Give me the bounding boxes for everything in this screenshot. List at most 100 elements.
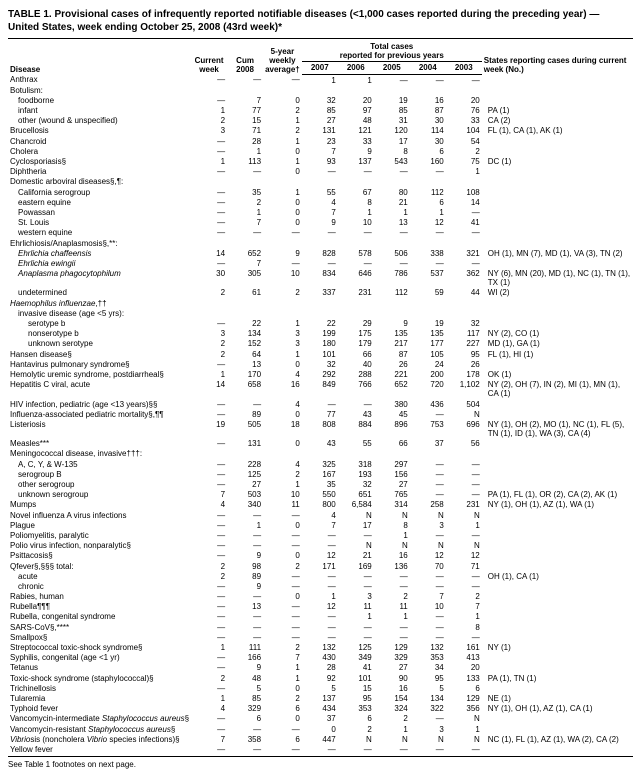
cell: — — [410, 612, 446, 622]
cell: 80 — [374, 187, 410, 197]
states-cell: PA (1), FL (1), OR (2), CA (2), AK (1) — [482, 490, 633, 500]
table-row: Ehrlichia chaffeensis1465298285785063383… — [8, 248, 633, 258]
cell: N — [446, 409, 482, 419]
cell: 358 — [227, 734, 263, 744]
disease-name: Cholera — [8, 146, 191, 156]
table-row: Brucellosis3712131121120114104FL (1), CA… — [8, 126, 633, 136]
cell: 786 — [374, 269, 410, 288]
states-cell — [482, 714, 633, 724]
table-row: Rubella, congenital syndrome————11—1 — [8, 612, 633, 622]
table-row: other serogroup—271353227—— — [8, 480, 633, 490]
cell — [227, 177, 263, 187]
cell: 2 — [263, 126, 302, 136]
cell: 14 — [446, 197, 482, 207]
table-row: Vancomycin-intermediate Staphylococcus a… — [8, 714, 633, 724]
table-row: Novel influenza A virus infections———4NN… — [8, 510, 633, 520]
table-row: Psittacosis§—901221161212 — [8, 551, 633, 561]
states-cell — [482, 632, 633, 642]
states-cell — [482, 228, 633, 238]
states-cell — [482, 187, 633, 197]
cell: — — [191, 146, 227, 156]
cell: 292 — [302, 369, 338, 379]
cell: 1 — [191, 643, 227, 653]
disease-name: other (wound & unspecified) — [8, 116, 191, 126]
cell: — — [374, 75, 410, 86]
disease-name: SARS-CoV§,**** — [8, 622, 191, 632]
cell: 4 — [263, 459, 302, 469]
cell: — — [191, 653, 227, 663]
cell: 27 — [374, 663, 410, 673]
cell: 167 — [302, 469, 338, 479]
cell: 11 — [338, 602, 374, 612]
disease-name: Mumps — [8, 500, 191, 510]
cell: 258 — [410, 500, 446, 510]
cell: — — [374, 258, 410, 268]
cell: 133 — [446, 673, 482, 683]
cell: 19 — [374, 95, 410, 105]
cell — [338, 308, 374, 318]
states-cell — [482, 449, 633, 459]
cell: — — [446, 258, 482, 268]
table-row: Hepatitis C viral, acute1465816849766652… — [8, 380, 633, 399]
cell: 1 — [227, 520, 263, 530]
disease-name: Trichinellosis — [8, 683, 191, 693]
col-2004: 2004 — [410, 62, 446, 75]
cell: 10 — [410, 602, 446, 612]
disease-name: Ehrlichia ewingii — [8, 258, 191, 268]
cell: 95 — [410, 673, 446, 683]
cell: — — [338, 530, 374, 540]
cell — [302, 308, 338, 318]
cell: 0 — [263, 197, 302, 207]
cell: 896 — [374, 419, 410, 438]
cell: — — [191, 744, 227, 756]
states-cell — [482, 592, 633, 602]
cell: 503 — [227, 490, 263, 500]
cell: 156 — [374, 469, 410, 479]
cell: 7 — [302, 207, 338, 217]
cell: 71 — [446, 561, 482, 571]
cell: — — [410, 622, 446, 632]
table-row: Tularemia185213795154134129NE (1) — [8, 693, 633, 703]
disease-name: other serogroup — [8, 480, 191, 490]
cell — [446, 449, 482, 459]
cell: — — [446, 480, 482, 490]
cell: 10 — [338, 218, 374, 228]
cell — [227, 238, 263, 248]
cell: 8 — [446, 622, 482, 632]
cell: — — [191, 612, 227, 622]
cell: 1,102 — [446, 380, 482, 399]
cell: 3 — [410, 520, 446, 530]
cell: 137 — [302, 693, 338, 703]
disease-name: Streptococcal toxic-shock syndrome§ — [8, 643, 191, 653]
cell: — — [338, 258, 374, 268]
states-cell — [482, 319, 633, 329]
cell: — — [302, 258, 338, 268]
table-row: Hemolytic uremic syndrome, postdiarrheal… — [8, 369, 633, 379]
cell: 828 — [302, 248, 338, 258]
cell: 1 — [227, 207, 263, 217]
cell: — — [191, 724, 227, 734]
cell: 221 — [374, 369, 410, 379]
cell: 9 — [263, 248, 302, 258]
table-row: Anthrax———11——— — [8, 75, 633, 86]
cell: 12 — [410, 551, 446, 561]
cell: 12 — [302, 551, 338, 561]
cell: 6,584 — [338, 500, 374, 510]
table-row: foodborne—703220191620 — [8, 95, 633, 105]
cell: 2 — [191, 288, 227, 298]
cell: — — [191, 228, 227, 238]
disease-name: Vancomycin-intermediate Staphylococcus a… — [8, 714, 191, 724]
table-row: unknown serogroup750310550651765——PA (1)… — [8, 490, 633, 500]
cell: — — [227, 228, 263, 238]
cell: 112 — [410, 187, 446, 197]
cell: 3 — [338, 592, 374, 602]
cell: — — [191, 530, 227, 540]
cell: — — [191, 258, 227, 268]
disease-name: undetermined — [8, 288, 191, 298]
cell: — — [227, 724, 263, 734]
cell: — — [338, 744, 374, 756]
states-cell: NY (2), OH (7), IN (2), MI (1), MN (1), … — [482, 380, 633, 399]
cell: 179 — [338, 339, 374, 349]
disease-name: unknown serotype — [8, 339, 191, 349]
cell: 550 — [302, 490, 338, 500]
